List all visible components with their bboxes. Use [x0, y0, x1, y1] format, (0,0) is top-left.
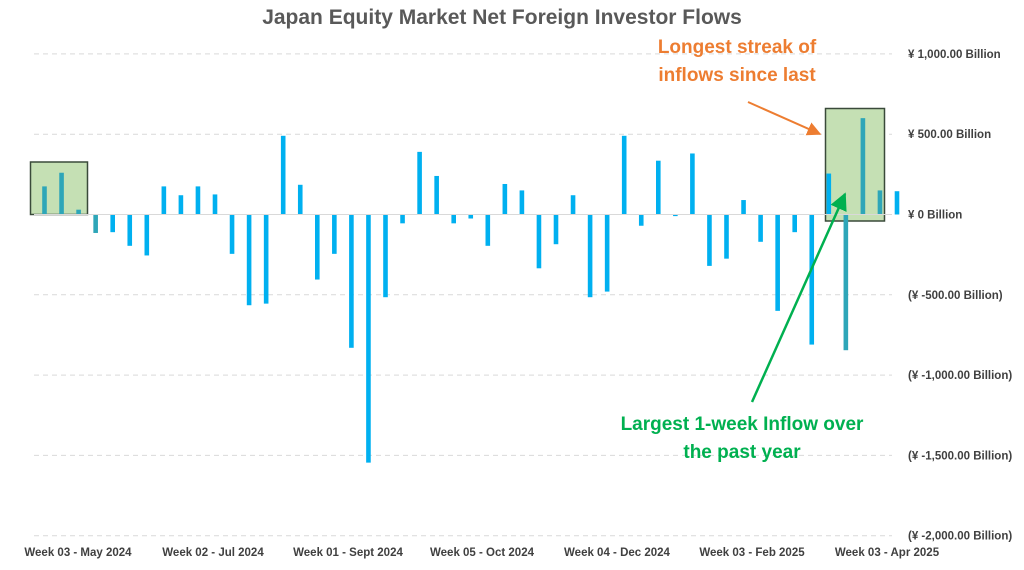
bar [468, 214, 474, 219]
x-tick-label: Week 03 - Apr 2025 [835, 547, 940, 559]
bar [792, 214, 797, 233]
y-tick-label: ¥ 1,000.00 Billion [908, 49, 1001, 61]
bar [724, 214, 729, 259]
bar [758, 214, 763, 242]
bar [297, 184, 303, 215]
bar [93, 214, 98, 233]
bar [383, 214, 388, 298]
x-tick-label: Week 01 - Sept 2024 [293, 547, 403, 559]
x-tick-label: Week 04 - Dec 2024 [564, 547, 671, 559]
bar [673, 214, 678, 217]
bar [110, 214, 115, 233]
bar [860, 118, 866, 215]
x-tick-label: Week 03 - Feb 2025 [699, 547, 805, 559]
bar [656, 160, 661, 215]
arrow-streak [747, 101, 822, 136]
y-tick-label: (¥ -1,500.00 Billion) [908, 450, 1012, 462]
y-tick-label: (¥ -500.00 Billion) [908, 290, 1003, 302]
bar [246, 214, 252, 306]
bar [366, 214, 371, 463]
bar [315, 214, 320, 280]
bar [809, 214, 815, 345]
annotation-streak-line-2: inflows since last [658, 65, 816, 86]
x-tick-label: Week 02 - Jul 2024 [162, 547, 264, 559]
bar [263, 214, 269, 304]
bar [690, 153, 695, 215]
bar [843, 214, 849, 351]
bar [195, 186, 201, 215]
bar [741, 200, 746, 215]
bar [570, 195, 576, 215]
bar [519, 190, 525, 215]
bar [707, 214, 712, 266]
bar [894, 191, 900, 215]
y-tick-label: ¥ 500.00 Billion [908, 129, 991, 141]
bar [212, 194, 218, 215]
bar [451, 214, 456, 224]
bar [638, 214, 644, 226]
bar [826, 173, 832, 215]
bar [161, 186, 167, 215]
annotation-inflow-line-1: Largest 1-week Inflow over [620, 414, 864, 435]
bar [42, 186, 47, 215]
bar [417, 151, 422, 215]
bar [400, 214, 405, 224]
x-tick-label: Week 03 - May 2024 [24, 547, 132, 559]
bar [76, 209, 81, 215]
y-tick-label: (¥ -1,000.00 Billion) [908, 370, 1012, 382]
bar [127, 214, 133, 246]
bar [349, 214, 354, 348]
annotation-largest-inflow: Largest 1-week Inflow over the past year [592, 411, 892, 467]
bar [280, 135, 286, 215]
bar [144, 214, 150, 256]
bar [775, 214, 780, 311]
bar [587, 214, 593, 298]
bar [59, 172, 64, 215]
annotation-streak-line-1: Longest streak of [657, 37, 817, 58]
bar [485, 214, 491, 246]
bar [229, 214, 235, 254]
bar [536, 214, 542, 269]
bar [604, 214, 610, 292]
bar [332, 214, 337, 254]
chart-title: Japan Equity Market Net Foreign Investor… [262, 6, 742, 29]
highlight-box-recent-inflows [824, 107, 886, 222]
annotation-longest-streak: Longest streak of inflows since last [628, 34, 846, 90]
bar [553, 214, 559, 245]
y-tick-label: ¥ 0 Billion [908, 210, 962, 222]
bar [178, 195, 184, 215]
bar [877, 190, 883, 215]
y-tick-label: (¥ -2,000.00 Billion) [908, 531, 1012, 543]
bar [502, 183, 508, 215]
highlight-box-early-inflows [29, 161, 89, 216]
x-tick-label: Week 05 - Oct 2024 [430, 547, 535, 559]
bar [434, 175, 439, 215]
arrow-largest-inflow [750, 192, 847, 403]
bar [621, 135, 627, 215]
annotation-inflow-line-2: the past year [683, 442, 801, 463]
